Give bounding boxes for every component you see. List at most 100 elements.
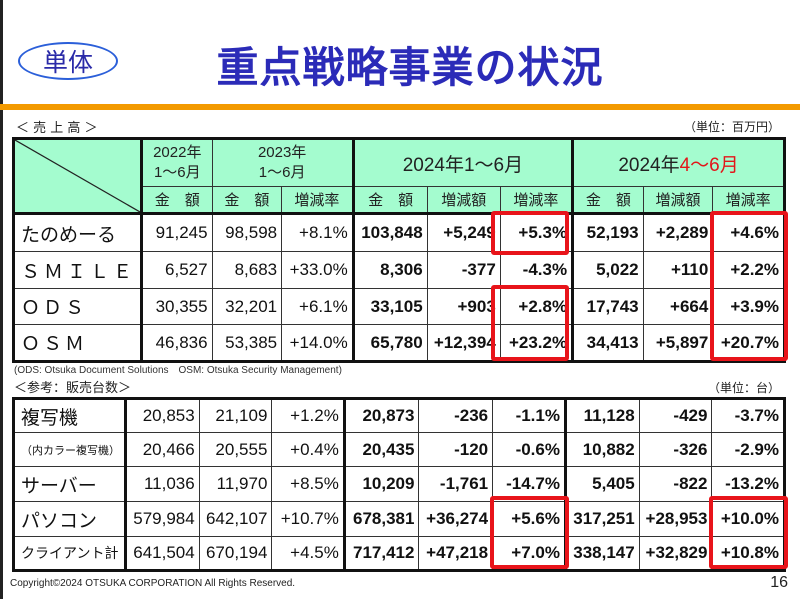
row-label: （内カラー複写機） [12,432,126,467]
cell-q2-change: +32,829 [638,536,713,572]
row-label: パソコン [12,501,126,537]
cell-2023-rate: +10.7% [271,501,345,537]
cell-q2-rate: -3.7% [711,397,786,433]
cell-q2-rate: +4.6% [712,212,786,252]
cell-q2-rate: +20.7% [712,324,786,363]
page-title: 重点戦略事業の状況 [216,43,604,92]
cell-2024: 33,105 [351,288,428,325]
cell-2024: 717,412 [342,536,420,572]
subheader-change-amount: 増減額 [426,186,501,214]
header-2024-q2-months: 4～6月 [679,154,739,176]
table-row: ＳＭＩＬＥ 6,527 8,683 +33.0% 8,306 -377 -4.3… [11,251,786,289]
sales-section-label: ＜ 売 上 高 ＞ [16,121,98,136]
cell-2024-change: -120 [418,432,494,467]
subheader-amount: 金 額 [140,186,213,214]
cell-q2: 34,413 [571,324,644,363]
page-number: 16 [770,574,788,591]
cell-2024-change: -1,761 [418,466,494,502]
cell-2024-rate: +2.8% [499,288,574,325]
sales-table: 2022年 1～6月 2023年 1～6月 2024年 1～6月 2024年4～6… [11,137,786,363]
cell-2024-rate: -1.1% [492,397,566,433]
cell-q2: 17,743 [571,288,644,325]
header-2023-months: 1～6月 [258,164,306,181]
accent-bar [0,104,800,110]
cell-2023-rate: +8.1% [281,212,354,252]
cell-2024: 8,306 [351,251,428,289]
cell-2022: 20,853 [124,397,200,433]
cell-q2-change: -429 [638,397,713,433]
cell-2024-rate: -14.7% [492,466,566,502]
cell-2024: 10,209 [342,466,420,502]
table-row: ＯＤＳ 30,355 32,201 +6.1% 33,105 +903 +2.8… [11,288,786,325]
cell-2024: 65,780 [351,324,428,363]
header-2024-q2: 2024年4～6月 [571,137,786,187]
header-2022-year: 2022年 [153,144,202,161]
cell-q2: 10,882 [563,432,640,467]
header-2022: 2022年 1～6月 [140,137,213,187]
corner-cell [11,137,143,214]
diagonal-line-icon [15,140,140,212]
cell-2022: 46,836 [140,324,213,363]
cell-q2: 338,147 [563,536,640,572]
row-label: たのめーる [11,212,143,252]
cell-2024-change: +47,218 [418,536,494,572]
header-2023-year: 2023年 [257,144,307,161]
row-label: クライアント計 [12,536,126,572]
abbreviation-footnote: (ODS: Otsuka Document Solutions OSM: Ots… [14,365,342,376]
cell-2023-rate: +4.5% [271,536,345,572]
cell-2023: 32,201 [211,288,283,325]
cell-2023: 20,555 [198,432,273,467]
units-section-label: ＜参考：販売台数＞ [14,381,132,396]
cell-2024-rate: -4.3% [499,251,574,289]
row-label: サーバー [12,466,126,502]
cell-2024: 103,848 [351,212,428,252]
table-row: ＯＳＭ 46,836 53,385 +14.0% 65,780 +12,394 … [11,324,786,363]
table-row: （内カラー複写機） 20,466 20,555 +0.4% 20,435 -12… [12,432,786,467]
cell-2022: 91,245 [140,212,213,252]
units-unit: （単位：台） [707,381,780,395]
cell-q2: 317,251 [563,501,640,537]
slide-left-border [0,0,3,599]
cell-2023-rate: +0.4% [271,432,345,467]
cell-2024: 20,435 [342,432,420,467]
cell-2023: 11,970 [198,466,273,502]
subheader-rate: 増減率 [712,186,786,214]
cell-q2-change: +28,953 [638,501,713,537]
cell-q2-rate: -13.2% [711,466,786,502]
cell-2022: 11,036 [124,466,200,502]
subheader-rate: 増減率 [499,186,574,214]
cell-2024-rate: +23.2% [499,324,574,363]
units-table: 複写機 20,853 21,109 +1.2% 20,873 -236 -1.1… [12,397,786,572]
cell-q2-change: +664 [642,288,714,325]
cell-2024-change: +5,249 [426,212,501,252]
header-2024-q2-year: 2024年 [618,154,680,176]
cell-q2-rate: +3.9% [712,288,786,325]
cell-2023: 98,598 [211,212,283,252]
sales-unit: （単位：百万円） [683,120,780,134]
cell-2022: 579,984 [124,501,200,537]
cell-q2-rate: +10.0% [711,501,786,537]
header-2023: 2023年 1～6月 [211,137,354,187]
scope-badge: 単体 [18,42,118,80]
cell-2024-rate: -0.6% [492,432,566,467]
cell-q2-rate: +2.2% [712,251,786,289]
cell-2023: 21,109 [198,397,273,433]
cell-q2: 11,128 [563,397,640,433]
cell-2023-rate: +8.5% [271,466,345,502]
cell-2022: 641,504 [124,536,200,572]
cell-q2-change: +2,289 [642,212,714,252]
subheader-amount: 金 額 [351,186,428,214]
cell-2022: 30,355 [140,288,213,325]
cell-2024-rate: +5.6% [492,501,566,537]
row-label: ＯＳＭ [11,324,143,363]
cell-2022: 20,466 [124,432,200,467]
header-2022-months: 1～6月 [153,164,201,181]
cell-2023: 642,107 [198,501,273,537]
row-label: ＳＭＩＬＥ [11,251,143,289]
cell-q2: 5,022 [571,251,644,289]
cell-2024-change: -377 [426,251,501,289]
cell-2023-rate: +6.1% [281,288,354,325]
row-label: 複写機 [12,397,126,433]
cell-2023: 8,683 [211,251,283,289]
cell-q2: 5,405 [563,466,640,502]
